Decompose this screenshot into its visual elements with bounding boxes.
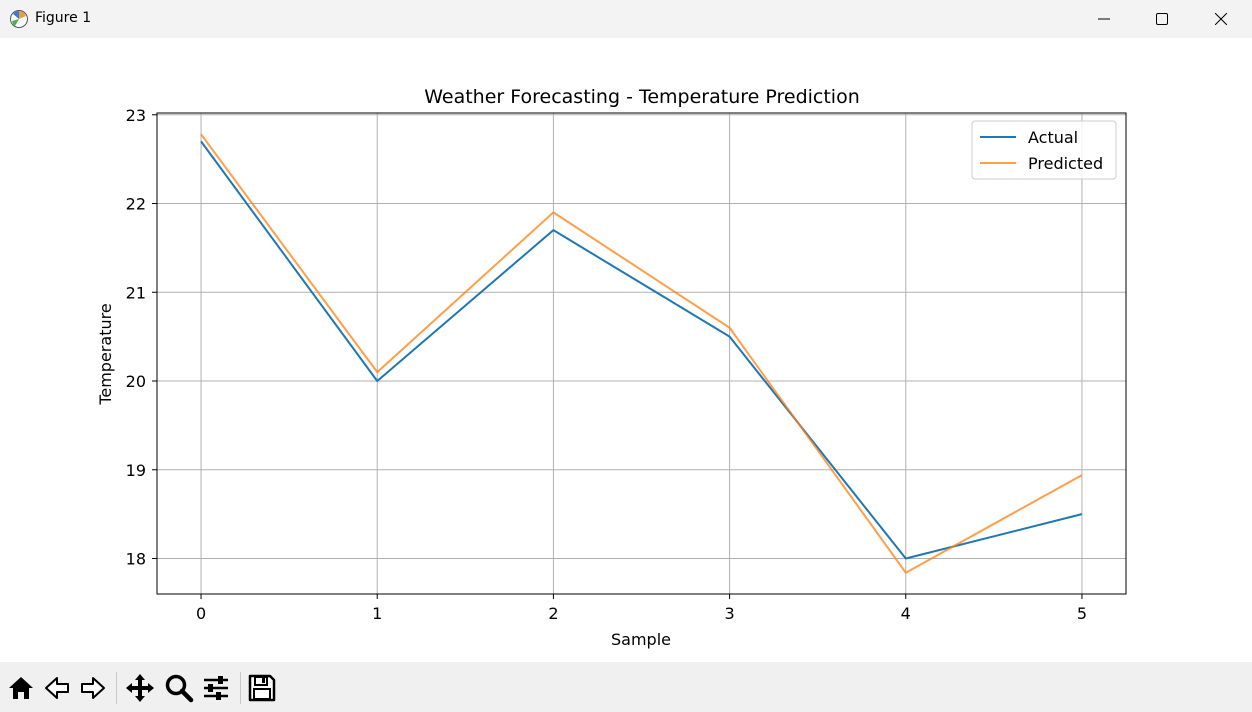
- close-button[interactable]: [1192, 0, 1250, 38]
- close-icon: [1215, 13, 1227, 25]
- app-icon: [10, 10, 28, 28]
- magnifier-icon: [165, 674, 194, 703]
- x-tick-label: 3: [724, 604, 734, 623]
- navigation-toolbar: [0, 662, 1252, 712]
- minimize-button[interactable]: [1075, 0, 1133, 38]
- x-tick-label: 0: [196, 604, 206, 623]
- floppy-disk-icon: [248, 674, 276, 702]
- grid-lines: [157, 113, 1126, 594]
- x-tick-label: 4: [901, 604, 911, 623]
- home-button[interactable]: [4, 670, 38, 706]
- y-tick-label: 23: [126, 106, 146, 125]
- minimize-icon: [1098, 18, 1110, 20]
- x-tick-label: 2: [548, 604, 558, 623]
- pan-button[interactable]: [123, 670, 157, 706]
- back-arrow-icon: [45, 677, 69, 699]
- x-tick-label: 5: [1077, 604, 1087, 623]
- series-line-predicted: [200, 133, 1083, 574]
- series-lines: [200, 133, 1083, 574]
- toolbar-separator: [116, 672, 117, 704]
- y-axis-label: Temperature: [96, 303, 115, 405]
- legend-label-predicted: Predicted: [1028, 154, 1103, 173]
- y-tick-label: 21: [126, 283, 146, 302]
- maximize-icon: [1156, 13, 1168, 25]
- x-axis-label: Sample: [611, 630, 671, 649]
- series-line-actual: [200, 140, 1083, 560]
- configure-subplots-button[interactable]: [199, 670, 233, 706]
- home-icon: [9, 677, 33, 699]
- chart-legend: Actual Predicted: [971, 120, 1117, 180]
- axes-frame: [156, 112, 1127, 595]
- sliders-icon: [204, 676, 228, 700]
- save-button[interactable]: [245, 670, 279, 706]
- toolbar-separator: [240, 672, 241, 704]
- legend-box: [971, 120, 1117, 180]
- y-tick-label: 22: [126, 195, 146, 214]
- figure-canvas: 0 1 2 3 4 5 18 19 20 21 22 23 Weather Forecasting -…: [0, 38, 1252, 662]
- forward-arrow-icon: [81, 677, 105, 699]
- forward-button[interactable]: [76, 670, 110, 706]
- y-tick-label: 18: [126, 550, 146, 569]
- zoom-button[interactable]: [162, 670, 196, 706]
- y-tick-label: 20: [126, 372, 146, 391]
- maximize-button[interactable]: [1133, 0, 1191, 38]
- x-tick-label: 1: [372, 604, 382, 623]
- move-icon: [126, 674, 154, 702]
- legend-label-actual: Actual: [1028, 128, 1078, 147]
- window-titlebar: Figure 1: [0, 0, 1252, 38]
- chart-title: Weather Forecasting - Temperature Predic…: [424, 86, 860, 108]
- back-button[interactable]: [40, 670, 74, 706]
- window-title: Figure 1: [35, 10, 92, 26]
- y-tick-label: 19: [126, 461, 146, 480]
